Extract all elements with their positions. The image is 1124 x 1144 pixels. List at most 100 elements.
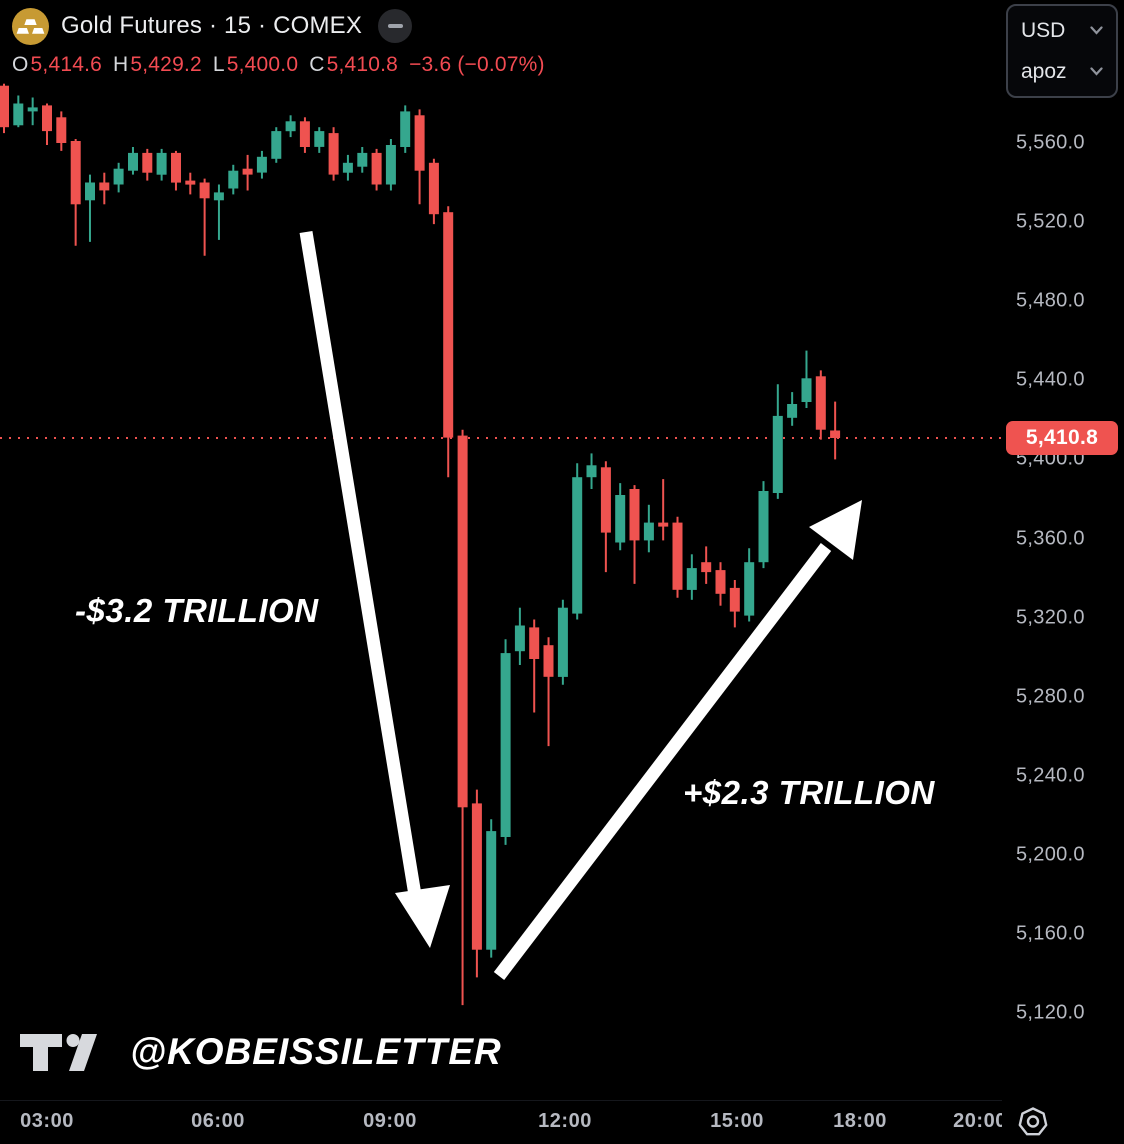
chevron-down-icon [1090, 67, 1103, 76]
tradingview-logo-icon [20, 1034, 97, 1071]
candle-body [729, 587, 740, 612]
chevron-down-icon [1090, 26, 1103, 35]
candle-body [128, 152, 138, 171]
candle-body [113, 168, 124, 185]
close-value: 5,410.8 [326, 53, 399, 76]
price-axis[interactable]: 5,560.0 5,520.0 5,480.0 5,440.0 5,400.0 5,360… [1005, 0, 1124, 1144]
candle-body [13, 103, 24, 126]
candle-body [443, 212, 454, 438]
scale-unit-selector: USD apoz [1006, 4, 1118, 98]
candle-body [42, 105, 52, 132]
candle-body [285, 121, 296, 132]
settings-button[interactable] [1014, 1104, 1052, 1142]
candle-body [142, 152, 153, 173]
candle-body [629, 489, 640, 541]
candle-body [0, 85, 9, 128]
price-tick-label: 5,320.0 [1016, 606, 1085, 628]
last-price-badge: 5,410.8 [1006, 421, 1118, 455]
unit-dropdown[interactable]: apoz [1008, 60, 1116, 84]
time-axis[interactable]: 03:00 06:00 09:00 12:00 15:00 18:00 20:00 [0, 1100, 1002, 1144]
candle-body [342, 162, 353, 173]
price-tick-label: 5,560.0 [1016, 131, 1085, 154]
time-tick-label: 18:00 [833, 1110, 887, 1132]
price-tick-label: 5,480.0 [1016, 289, 1085, 312]
candle-body [529, 627, 540, 659]
time-tick-label: 15:00 [710, 1110, 764, 1132]
candle-body [27, 107, 38, 112]
candle-body [400, 111, 411, 147]
open-value: 5,414.6 [30, 53, 103, 76]
price-tick-label: 5,520.0 [1016, 210, 1085, 233]
open-label: O [12, 53, 29, 76]
candle-body [801, 378, 812, 402]
watermark: @KOBEISSILETTER [16, 1030, 502, 1074]
candle-body [56, 117, 67, 143]
time-tick-label: 20:00 [953, 1110, 1002, 1132]
candle-body [199, 182, 210, 199]
time-tick-label: 12:00 [538, 1110, 592, 1132]
candle-body [242, 168, 253, 175]
candle-body [830, 430, 841, 438]
candle-body [500, 653, 511, 837]
symbol-title-row[interactable]: Gold Futures · 15 · COMEX [12, 6, 545, 46]
candle-body [514, 625, 525, 652]
candle-body [385, 145, 396, 185]
candle-body [213, 192, 224, 201]
candle-body [586, 465, 597, 478]
high-value: 5,429.2 [130, 53, 202, 76]
candle-body [815, 376, 826, 430]
currency-dropdown[interactable]: USD [1008, 19, 1116, 43]
candle-body [70, 141, 81, 205]
candle-body [744, 562, 755, 616]
time-tick-label: 03:00 [20, 1110, 74, 1132]
ohlc-readout: O5,414.6 H5,429.2 L5,400.0 C5,410.8 −3.6 (−0… [12, 53, 545, 77]
price-tick-label: 5,280.0 [1016, 685, 1085, 708]
drop-annotation: -$3.2 TRILLION [75, 592, 319, 629]
candle-body [572, 477, 583, 614]
candles-layer [0, 83, 841, 1006]
watermark-handle: @KOBEISSILETTER [130, 1031, 502, 1072]
price-tick-label: 5,120.0 [1016, 1001, 1085, 1024]
crash-arrow [299, 230, 450, 948]
candle-body [672, 522, 683, 590]
candle-body [600, 467, 611, 533]
candle-body [271, 131, 282, 159]
chart-header: Gold Futures · 15 · COMEX O5,414.6 H5,429… [12, 6, 545, 77]
candle-body [99, 182, 110, 191]
candle-body [85, 182, 95, 201]
price-tick-label: 5,440.0 [1016, 368, 1085, 391]
unit-value: apoz [1021, 59, 1067, 83]
candle-body [787, 404, 798, 418]
candle-body [772, 415, 783, 493]
rally-annotation: +$2.3 TRILLION [683, 774, 935, 811]
high-label: H [113, 53, 129, 76]
close-label: C [309, 53, 325, 76]
candle-body [171, 152, 181, 183]
candle-body [471, 803, 482, 950]
candle-body [543, 645, 554, 677]
rally-arrow [493, 500, 862, 980]
candle-body [428, 162, 439, 215]
candle-body [256, 156, 267, 173]
price-tick-label: 5,240.0 [1016, 764, 1085, 787]
time-tick-label: 09:00 [363, 1110, 417, 1132]
candle-body [414, 115, 425, 171]
currency-value: USD [1021, 18, 1066, 42]
candle-body [185, 180, 196, 185]
price-tick-label: 5,160.0 [1016, 922, 1085, 945]
gear-icon [1018, 1107, 1048, 1136]
candle-body [686, 568, 697, 590]
candle-body [643, 522, 654, 541]
candle-body [299, 121, 310, 147]
low-value: 5,400.0 [226, 53, 299, 76]
candle-body [557, 607, 568, 677]
candle-body [371, 152, 382, 185]
candle-body [486, 831, 497, 950]
candle-body [314, 131, 325, 147]
candle-body [357, 152, 368, 167]
change-value: −3.6 (−0.07%) [409, 53, 545, 76]
collapse-legend-button[interactable] [378, 9, 413, 43]
minus-icon [387, 23, 403, 29]
